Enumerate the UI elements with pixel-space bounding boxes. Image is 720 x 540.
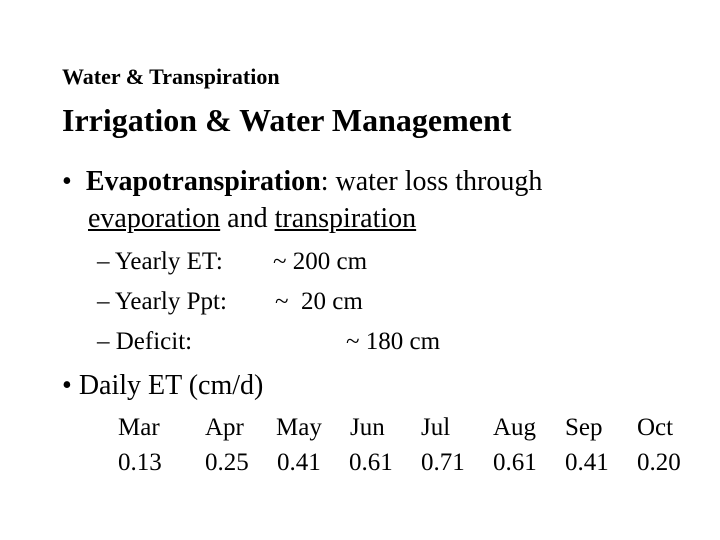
term-definition: : water loss through — [320, 166, 543, 197]
term-evapotranspiration: Evapotranspiration — [85, 166, 321, 197]
sub-item-value: ~ 180 cm — [346, 328, 441, 355]
month-label: May — [276, 414, 322, 441]
et-value: 0.61 — [493, 449, 537, 476]
et-value: 0.20 — [637, 449, 681, 476]
et-value: 0.61 — [349, 449, 393, 476]
month-label: Oct — [637, 414, 674, 441]
sub-item-value: ~ 20 cm — [275, 288, 363, 315]
et-value: 0.71 — [421, 449, 465, 476]
bullet-marker: • — [62, 370, 72, 401]
month-label: Aug — [493, 414, 537, 441]
sub-item-yearly-ppt: – Yearly Ppt: — [97, 288, 227, 316]
month-label: Apr — [205, 414, 244, 441]
sub-item-value: ~ 200 cm — [273, 248, 368, 275]
bullet-evapotranspiration: • Evapotranspiration: water loss through — [62, 166, 542, 198]
sub-item-yearly-et: – Yearly ET: — [97, 248, 223, 276]
term-evaporation: evaporation — [88, 203, 221, 234]
bullet-daily-et: • Daily ET (cm/d) — [62, 370, 263, 402]
et-value: 0.41 — [565, 449, 609, 476]
bullet-continuation: evaporation and transpiration — [88, 203, 416, 235]
et-value: 0.41 — [277, 449, 321, 476]
dash-marker: – — [97, 328, 110, 355]
month-label: Jul — [421, 414, 451, 441]
sub-item-label: Deficit: — [115, 328, 193, 355]
term-transpiration: transpiration — [274, 203, 417, 234]
sub-item-label: Yearly ET: — [114, 248, 223, 275]
sub-item-label: Yearly Ppt: — [114, 288, 227, 315]
bullet-text: Daily ET (cm/d) — [78, 370, 264, 401]
bullet-marker: • — [62, 166, 72, 197]
slide-kicker: Water & Transpiration — [62, 64, 280, 89]
month-label: Mar — [118, 414, 160, 441]
dash-marker: – — [97, 288, 110, 315]
et-value: 0.25 — [205, 449, 249, 476]
sub-item-deficit: – Deficit: — [97, 328, 192, 356]
connector-text: and — [220, 203, 275, 234]
dash-marker: – — [97, 248, 110, 275]
month-label: Sep — [565, 414, 603, 441]
slide-title: Irrigation & Water Management — [62, 102, 512, 138]
month-label: Jun — [350, 414, 385, 441]
et-value: 0.13 — [118, 449, 162, 476]
